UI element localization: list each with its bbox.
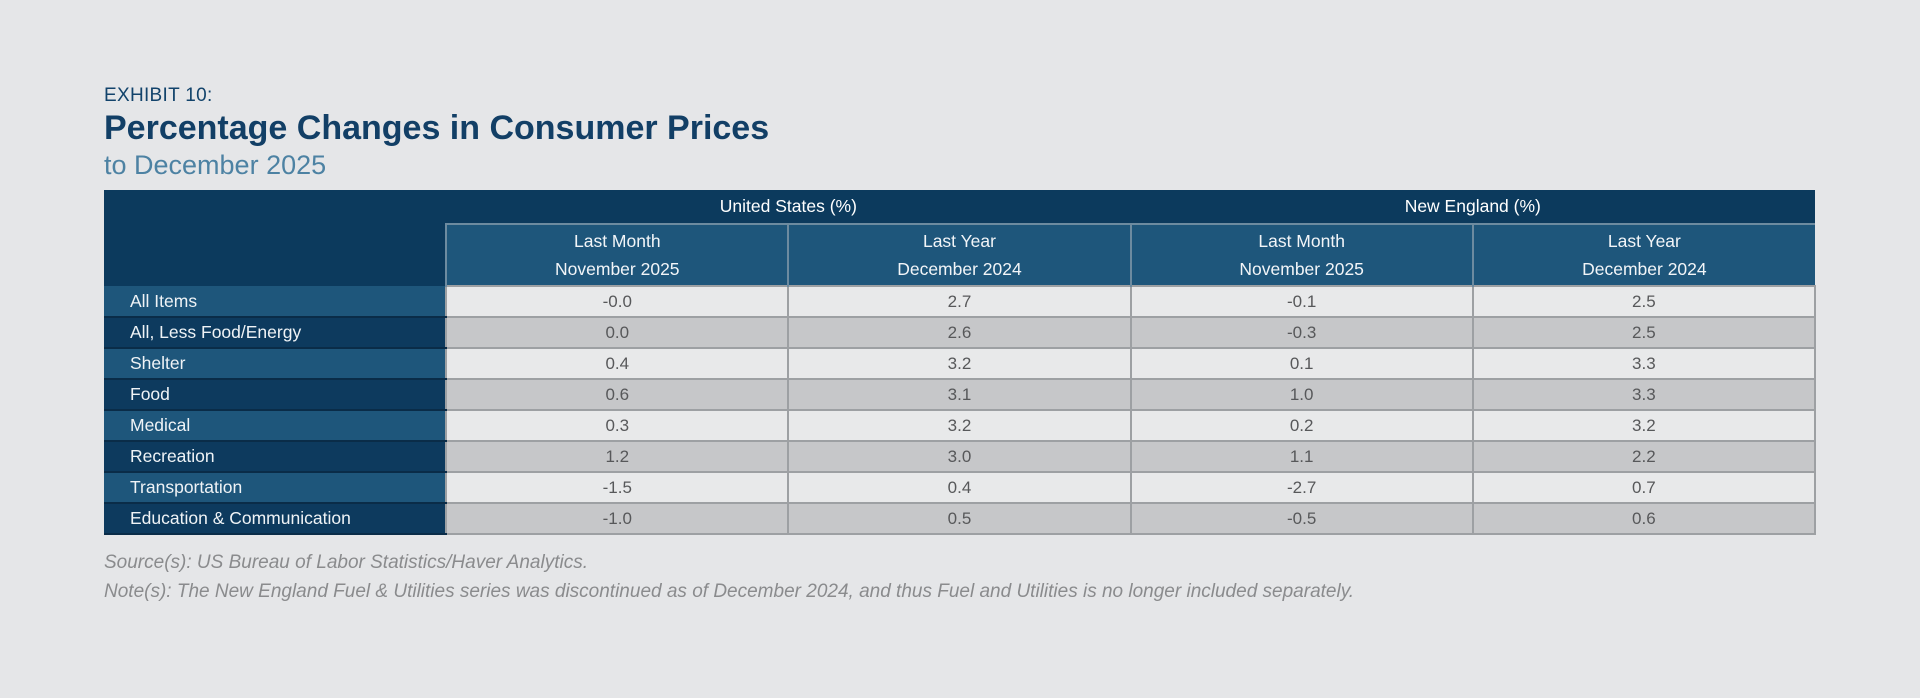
page-subtitle: to December 2025 [104,150,327,180]
row-label: Medical [104,410,447,442]
data-cell: 3.1 [787,378,1132,411]
row-label: Transportation [104,472,447,504]
table-row-recreation: Recreation 1.2 3.0 1.1 2.2 [104,440,1817,473]
column-header-date: December 2024 [897,259,1022,279]
column-header-us-last-month: Last Month November 2025 [445,223,789,286]
column-header-date: November 2025 [1239,259,1364,279]
table-row-medical: Medical 0.3 3.2 0.2 3.2 [104,409,1817,442]
data-cell: 0.5 [787,502,1132,535]
group-header-united-states: United States (%) [446,190,1131,224]
data-cell: 1.2 [445,440,790,473]
data-cell: 2.6 [787,316,1132,349]
data-cell: 3.3 [1471,378,1817,411]
data-cell: 0.4 [787,471,1132,504]
table-row-all-items: All Items -0.0 2.7 -0.1 2.5 [104,285,1817,318]
data-cell: 3.2 [787,409,1132,442]
exhibit-content: EXHIBIT 10: Percentage Changes in Consum… [104,84,1817,606]
row-label: Food [104,379,447,411]
column-header-row: Last Month November 2025 Last Year Decem… [104,223,1815,286]
table-row-transportation: Transportation -1.5 0.4 -2.7 0.7 [104,471,1817,504]
row-label: Shelter [104,348,447,380]
table-row-shelter: Shelter 0.4 3.2 0.1 3.3 [104,347,1817,380]
source-note: Source(s): US Bureau of Labor Statistics… [104,552,588,573]
column-header-date: November 2025 [555,259,680,279]
data-cell: 2.5 [1471,285,1817,318]
data-cell: 2.5 [1471,316,1817,349]
data-cell: -2.7 [1129,471,1474,504]
column-header-period: Last Month [573,231,661,251]
cpi-table: United States (%) New England (%) Last M… [104,190,1817,535]
data-cell: -1.0 [445,502,790,535]
data-cell: 0.4 [445,347,790,380]
data-cell: 3.0 [787,440,1132,473]
data-cell: 0.6 [1471,502,1817,535]
data-cell: -1.5 [445,471,790,504]
table-row-all-less-food-energy: All, Less Food/Energy 0.0 2.6 -0.3 2.5 [104,316,1817,349]
column-header-period: Last Year [1607,231,1681,251]
column-header-ne-last-year: Last Year December 2024 [1471,223,1815,286]
row-label: All Items [104,286,447,318]
footnotes: Source(s): US Bureau of Labor Statistics… [104,548,1816,606]
data-cell: 3.3 [1471,347,1817,380]
data-cell: 1.1 [1129,440,1474,473]
data-cell: 3.2 [1471,409,1817,442]
row-label: Education & Communication [104,503,447,535]
data-cell: 3.2 [787,347,1132,380]
row-label: Recreation [104,441,447,473]
data-cell: 0.3 [445,409,790,442]
data-cell: 0.7 [1471,471,1817,504]
column-header-ne-last-month: Last Month November 2025 [1129,223,1473,286]
data-cell: -0.5 [1129,502,1474,535]
data-cell: 0.6 [445,378,790,411]
group-header-row: United States (%) New England (%) [104,190,1815,286]
column-header-us-last-year: Last Year December 2024 [787,223,1131,286]
column-header-period: Last Month [1258,231,1345,251]
row-label: All, Less Food/Energy [104,317,447,349]
column-header-date: December 2024 [1582,259,1707,279]
data-cell: 0.1 [1129,347,1474,380]
data-cell: 1.0 [1129,378,1474,411]
discontinuation-note: Note(s): The New England Fuel & Utilitie… [104,581,1355,602]
table-row-education-communication: Education & Communication -1.0 0.5 -0.5 … [104,502,1817,535]
exhibit-number: EXHIBIT 10: [104,85,213,106]
data-cell: -0.3 [1129,316,1474,349]
data-cell: -0.1 [1129,285,1474,318]
table-row-food: Food 0.6 3.1 1.0 3.3 [104,378,1817,411]
page-title: Percentage Changes in Consumer Prices [104,109,770,147]
column-header-period: Last Year [922,231,996,251]
corner-cell [104,190,447,286]
data-cell: 2.2 [1471,440,1817,473]
data-cell: 0.2 [1129,409,1474,442]
data-cell: -0.0 [445,285,790,318]
group-header-new-england: New England (%) [1130,190,1815,224]
data-cell: 0.0 [445,316,790,349]
data-cell: 2.7 [787,285,1132,318]
